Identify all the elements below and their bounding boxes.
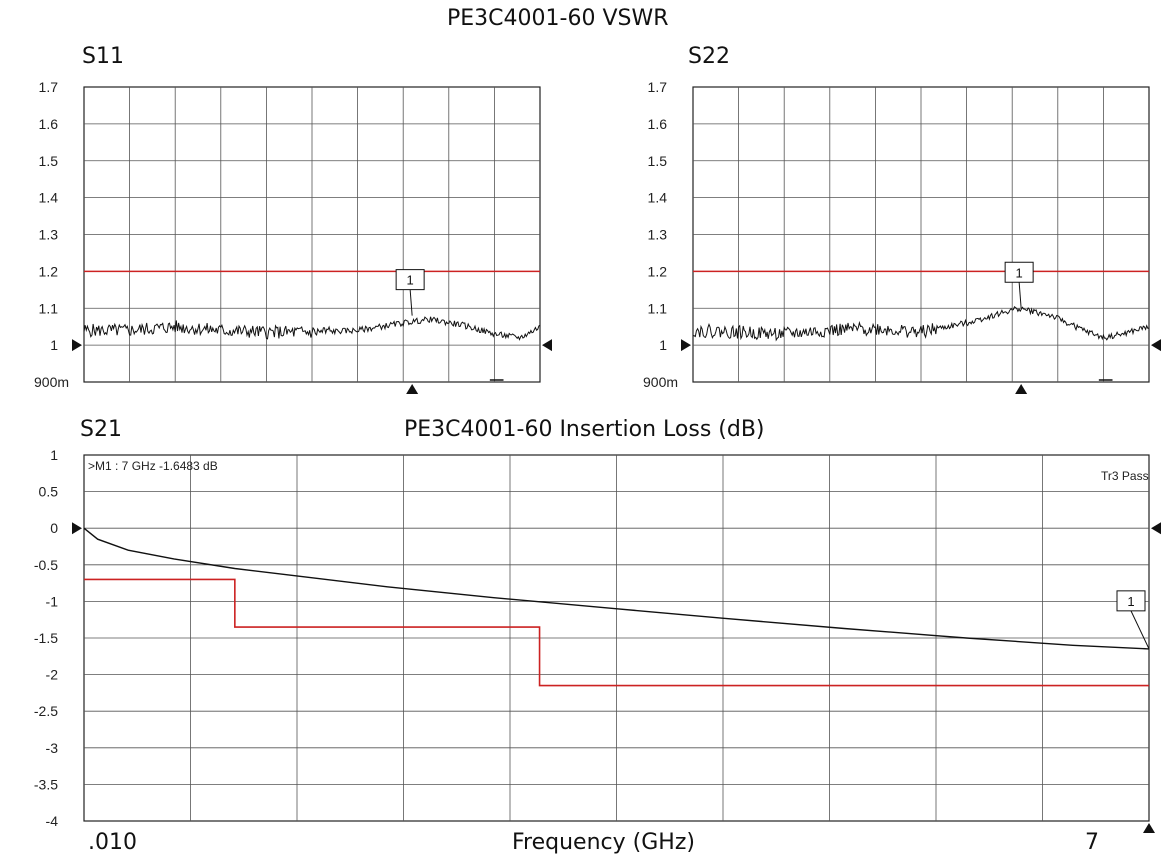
s21-y-tick: 0 <box>50 520 58 536</box>
s11-y-tick: 1.6 <box>39 116 59 132</box>
s21-y-tick: -1 <box>46 593 59 609</box>
s11-ref-arrow-right <box>542 339 552 352</box>
s21-y-tick: -2.5 <box>34 703 58 719</box>
s11-chart: 1.7 1.6 1.5 1.4 1.3 1.2 1.1 1 900m 1 <box>34 79 552 394</box>
s22-y-tick: 1.4 <box>648 190 668 206</box>
x-axis-label: Frequency (GHz) <box>512 830 695 855</box>
s22-y-tick: 1 <box>659 337 667 353</box>
s22-y-tick: 1.1 <box>648 300 668 316</box>
s11-y-tick: 1.5 <box>39 153 59 169</box>
s21-y-tick: -1.5 <box>34 630 58 646</box>
s11-y-tick: 1.1 <box>39 300 59 316</box>
s21-status-text: Tr3 Pass <box>1101 469 1149 483</box>
insertion-loss-title: PE3C4001-60 Insertion Loss (dB) <box>404 417 765 442</box>
s21-y-tick: -2 <box>46 667 59 683</box>
s22-marker-label: 1 <box>1016 265 1023 280</box>
s21-ref-arrow-left <box>72 522 82 535</box>
s21-y-tick: -3.5 <box>34 776 58 792</box>
s22-y-tick: 1.7 <box>648 79 668 95</box>
s21-marker-box <box>1116 590 1146 612</box>
s11-marker-triangle <box>406 384 419 394</box>
s22-marker-box <box>1004 261 1034 283</box>
s21-y-tick: -3 <box>46 740 59 756</box>
s11-marker-stem <box>409 289 413 316</box>
s11-trace <box>83 316 541 341</box>
s22-y-tick: 1.2 <box>648 263 668 279</box>
s21-y-tick: 0.5 <box>39 484 59 500</box>
s11-y-tick: 1.4 <box>39 190 59 206</box>
s21-y-tick: -4 <box>46 813 59 829</box>
vswr-title: PE3C4001-60 VSWR <box>447 6 669 31</box>
s11-y-tick: 1 <box>50 337 58 353</box>
x-start-label: .010 <box>88 830 137 855</box>
s21-marker-label: 1 <box>1127 594 1134 609</box>
s22-y-tick: 900m <box>643 374 678 390</box>
s21-marker-readout: >M1 : 7 GHz -1.6483 dB <box>88 459 218 473</box>
s22-ref-arrow-right <box>1151 339 1161 352</box>
s11-marker-label: 1 <box>407 273 414 288</box>
s11-y-tick: 1.3 <box>39 227 59 243</box>
s11-marker-box <box>395 269 425 291</box>
s21-y-tick: -0.5 <box>34 557 58 573</box>
s21-marker-stem <box>1130 610 1150 650</box>
s21-marker-triangle <box>1143 823 1155 833</box>
s22-chart: 1.7 1.6 1.5 1.4 1.3 1.2 1.1 1 900m 1 <box>643 79 1161 394</box>
s21-chart: 1 0.5 0 -0.5 -1 -1.5 -2 -2.5 -3 -3.5 -4 1 >M1 : 7 GH… <box>34 447 1161 833</box>
x-stop-label: 7 <box>1085 830 1099 855</box>
s21-y-tick: 1 <box>50 447 58 463</box>
s21-trace <box>83 527 1150 650</box>
s22-ref-arrow-left <box>681 339 691 352</box>
s22-trace <box>692 306 1150 342</box>
s22-y-tick: 1.6 <box>648 116 668 132</box>
s21-ref-arrow-right <box>1151 522 1161 535</box>
s22-marker-stem <box>1018 282 1022 309</box>
s21-limit-mask <box>84 578 1149 687</box>
s22-marker-triangle <box>1015 384 1028 394</box>
s11-label: S11 <box>82 44 124 69</box>
s22-y-tick: 1.5 <box>648 153 668 169</box>
s21-label: S21 <box>80 417 122 442</box>
s11-y-tick: 900m <box>34 374 69 390</box>
s11-ref-arrow-left <box>72 339 82 352</box>
s11-y-tick: 1.2 <box>39 263 59 279</box>
s22-label: S22 <box>688 44 730 69</box>
s11-y-tick: 1.7 <box>39 79 59 95</box>
s22-y-tick: 1.3 <box>648 227 668 243</box>
